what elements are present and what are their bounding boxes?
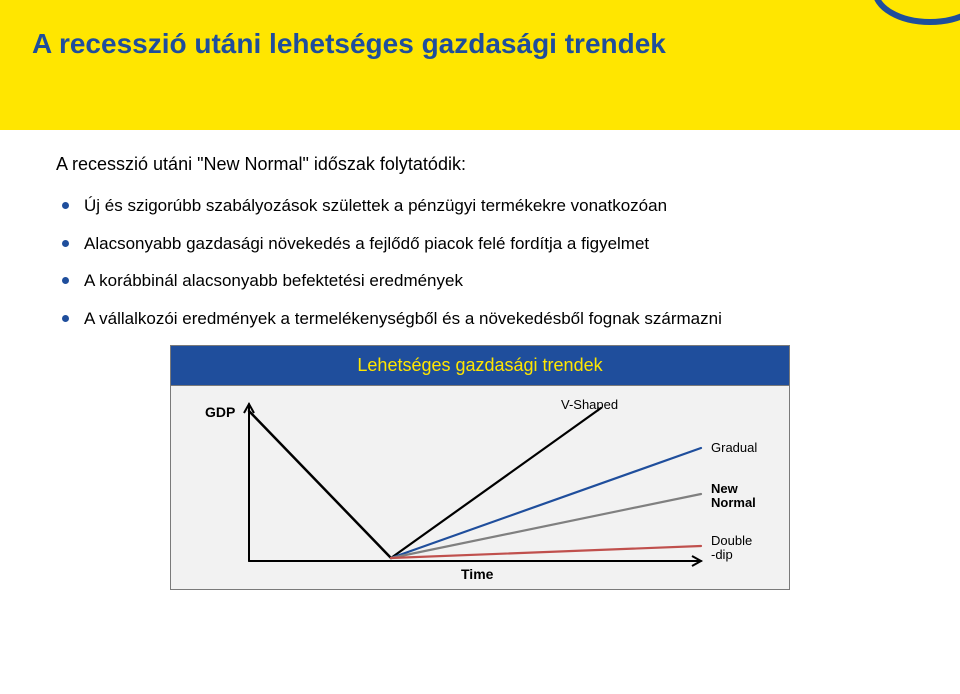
subheading: A recesszió utáni "New Normal" időszak f… (56, 154, 904, 175)
bullet-item: Új és szigorúbb szabályozások születtek … (84, 193, 904, 219)
series-label-v-shaped: V-Shaped (561, 398, 618, 412)
y-axis-label: GDP (205, 404, 235, 420)
chart-plot-box: GDP Time V-Shaped Gradual NewNormal Double-… (170, 385, 790, 590)
bullet-list: Új és szigorúbb szabályozások születtek … (56, 193, 904, 331)
series-label-gradual: Gradual (711, 441, 757, 455)
chart-title-bar: Lehetséges gazdasági trendek (170, 345, 790, 385)
page-title: A recesszió utáni lehetséges gazdasági t… (32, 28, 960, 60)
bullet-item: Alacsonyabb gazdasági növekedés a fejlőd… (84, 231, 904, 257)
chart-title: Lehetséges gazdasági trendek (357, 355, 602, 376)
chart-svg (171, 386, 791, 591)
series-label-doubledip: Double-dip (711, 534, 752, 563)
bullet-item: A vállalkozói eredmények a termelékenysé… (84, 306, 904, 332)
header-band: A recesszió utáni lehetséges gazdasági t… (0, 0, 960, 130)
corner-decoration (860, 0, 960, 30)
series-label-newnormal: NewNormal (711, 482, 756, 511)
bullet-item: A korábbinál alacsonyabb befektetési ere… (84, 268, 904, 294)
x-axis-label: Time (461, 566, 493, 582)
chart-container: Lehetséges gazdasági trendek GDP Time V-… (170, 345, 790, 590)
content-area: A recesszió utáni "New Normal" időszak f… (0, 130, 960, 590)
